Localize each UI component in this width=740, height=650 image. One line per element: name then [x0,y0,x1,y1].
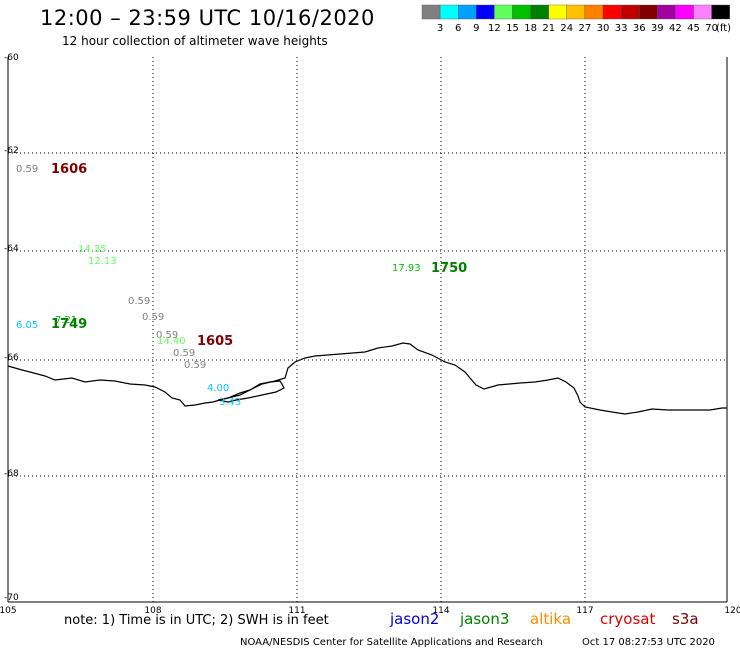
grid-lines [8,57,727,602]
map-title: 12:00 – 23:59 UTC 10/16/2020 [40,6,375,30]
legend-swatch [476,4,495,20]
legend-swatch [566,4,586,20]
obs-label: 0.59 [142,312,164,323]
legend-swatch [657,4,676,20]
obs-time-label: 1605 [197,334,233,349]
footer: note: 1) Time is in UTC; 2) SWH is in fe… [64,610,715,648]
obs-label: 14.35 [78,244,107,255]
y-tick-label: -70 [4,593,19,603]
x-tick-label: 114 [432,606,449,616]
legend-label: 45 [687,23,700,34]
x-tick-label: 111 [288,606,305,616]
y-tick-label: -68 [4,469,19,479]
x-tick-label: 117 [576,606,593,616]
y-tick-label: -64 [4,244,19,254]
legend-label: 3 [437,23,443,34]
legend-swatch [602,4,622,20]
legend-label: 39 [651,23,664,34]
legend-label: 70 [705,23,718,34]
footer-credit: NOAA/NESDIS Center for Satellite Applica… [240,637,543,648]
legend-label: 18 [524,23,537,34]
y-tick-label: -60 [4,53,19,63]
x-tick-label: 120 [724,606,740,616]
satellite-s3a: s3a [672,610,699,628]
obs-label: 6.05 [16,320,38,331]
legend-label: 27 [579,23,592,34]
plot-area [7,57,728,603]
legend-label: 30 [597,23,610,34]
legend-swatch [548,4,568,20]
legend-label: 36 [633,23,646,34]
footer-timestamp: Oct 17 08:27:53 UTC 2020 [582,637,715,648]
legend-label: 15 [506,23,519,34]
map-subtitle: 12 hour collection of altimeter wave hei… [62,34,328,48]
obs-time-label: 1749 [51,317,87,332]
legend-swatch [620,4,640,20]
y-tick-label: -66 [4,353,19,363]
obs-label: 0.59 [173,348,195,359]
obs-label: 17.93 [392,263,421,274]
legend-label: 33 [615,23,628,34]
legend-swatch [693,4,712,20]
legend-swatch [458,4,477,20]
satellite-cryosat: cryosat [600,610,655,628]
legend-label: 9 [473,23,479,34]
obs-label: 3.43 [219,397,241,408]
obs-label: 0.59 [128,296,150,307]
legend-label: 42 [669,23,682,34]
legend-label: 12 [488,23,501,34]
obs-label: 0.59 [184,360,206,371]
footer-note: note: 1) Time is in UTC; 2) SWH is in fe… [64,613,329,628]
antarctic-coastline [7,342,727,415]
legend-unit: (ft) [716,23,731,34]
legend-swatch [530,4,549,20]
legend-label: 6 [455,23,461,34]
legend-swatch [675,4,694,20]
obs-label: 12.13 [88,256,117,267]
obs-label: 4.00 [207,383,229,394]
legend-swatch [584,4,604,20]
ice-shelf-outline [217,380,285,403]
observation-labels: 0.59 1606 14.35 12.13 17.93 1750 0.59 0.… [16,162,467,408]
y-axis-labels: -60 -62 -64 -66 -68 -70 [4,53,19,603]
obs-label: 14.40 [157,336,186,347]
satellite-jason2: jason2 [389,610,439,628]
color-legend: 3 6 9 12 15 18 21 24 27 30 33 36 39 42 45 70 (ft) [421,4,731,34]
obs-label: 7.21 [55,315,77,326]
obs-label: 0.59 [16,164,38,175]
obs-time-label: 1606 [51,162,87,177]
x-axis-labels: 105 108 111 114 117 120 [0,606,740,616]
legend-swatch [421,4,441,20]
legend-label: 24 [560,23,573,34]
legend-swatch [494,4,513,20]
legend-swatch [512,4,531,20]
legend-swatch [439,4,459,20]
legend-label: 21 [542,23,555,34]
x-tick-label: 105 [0,606,17,616]
obs-time-label: 1750 [431,261,467,276]
satellite-altika: altika [530,610,571,628]
satellite-jason3: jason3 [459,610,509,628]
y-tick-label: -62 [4,146,19,156]
obs-label: 0.59 [156,330,178,341]
legend-swatch [711,4,730,20]
legend-swatch [639,4,658,20]
x-tick-label: 108 [144,606,161,616]
